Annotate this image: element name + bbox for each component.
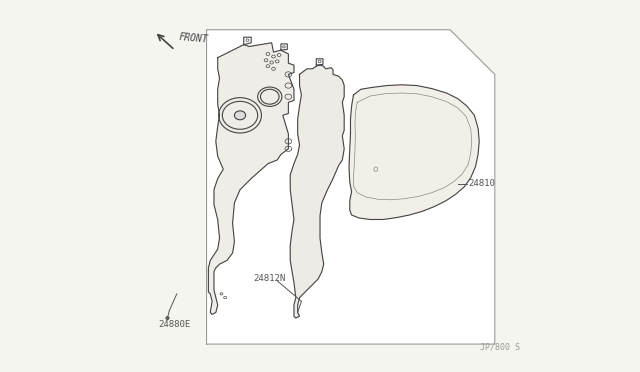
Text: 24880E: 24880E: [158, 320, 191, 328]
Polygon shape: [291, 65, 344, 318]
Text: JP/800 S: JP/800 S: [480, 343, 520, 352]
Text: FRONT: FRONT: [179, 32, 209, 45]
Text: 24810: 24810: [468, 179, 495, 188]
Text: 24812N: 24812N: [253, 274, 285, 283]
Ellipse shape: [234, 111, 246, 120]
Ellipse shape: [296, 313, 299, 315]
Ellipse shape: [166, 317, 169, 319]
Polygon shape: [207, 30, 495, 344]
Polygon shape: [349, 85, 479, 219]
Polygon shape: [209, 43, 294, 314]
